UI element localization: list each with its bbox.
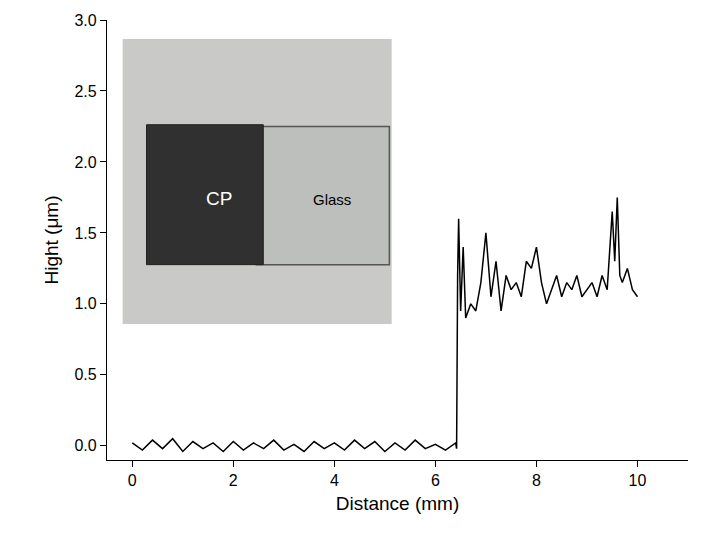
svg-text:8: 8 [532,472,541,489]
svg-text:2: 2 [229,472,238,489]
svg-text:1.0: 1.0 [74,295,96,312]
svg-text:4: 4 [330,472,339,489]
svg-text:0.0: 0.0 [74,437,96,454]
svg-text:0: 0 [128,472,137,489]
svg-text:2.0: 2.0 [74,154,96,171]
svg-text:Hight (μm): Hight (μm) [41,195,62,284]
svg-text:10: 10 [629,472,647,489]
svg-text:2.5: 2.5 [74,83,96,100]
svg-text:3.0: 3.0 [74,12,96,29]
svg-text:0.5: 0.5 [74,366,96,383]
svg-text:6: 6 [431,472,440,489]
svg-text:Distance (mm): Distance (mm) [336,493,460,514]
svg-text:Glass: Glass [313,191,351,208]
svg-text:CP: CP [206,188,232,209]
svg-text:1.5: 1.5 [74,225,96,242]
